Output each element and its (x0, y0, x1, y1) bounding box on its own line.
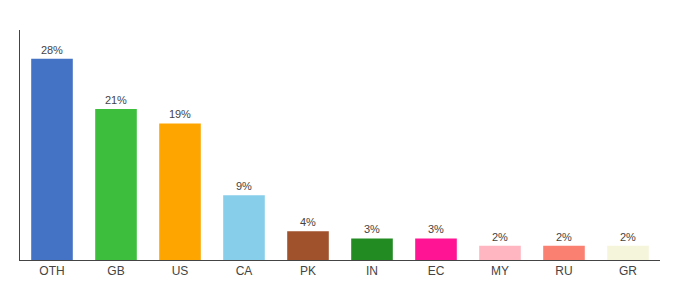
svg-text:RU: RU (555, 264, 572, 278)
svg-text:3%: 3% (428, 223, 444, 235)
svg-text:19%: 19% (169, 108, 191, 120)
svg-text:MY: MY (491, 264, 509, 278)
svg-text:28%: 28% (41, 44, 63, 56)
svg-text:2%: 2% (620, 231, 636, 243)
svg-text:GR: GR (619, 264, 637, 278)
svg-text:4%: 4% (300, 216, 316, 228)
svg-text:EC: EC (428, 264, 445, 278)
svg-text:IN: IN (366, 264, 378, 278)
svg-text:OTH: OTH (39, 264, 64, 278)
svg-text:9%: 9% (236, 180, 252, 192)
svg-text:2%: 2% (556, 231, 572, 243)
svg-text:GB: GB (107, 264, 124, 278)
svg-text:21%: 21% (105, 94, 127, 106)
svg-text:3%: 3% (364, 223, 380, 235)
svg-text:US: US (172, 264, 189, 278)
svg-text:CA: CA (236, 264, 253, 278)
svg-text:2%: 2% (492, 231, 508, 243)
svg-text:PK: PK (300, 264, 316, 278)
